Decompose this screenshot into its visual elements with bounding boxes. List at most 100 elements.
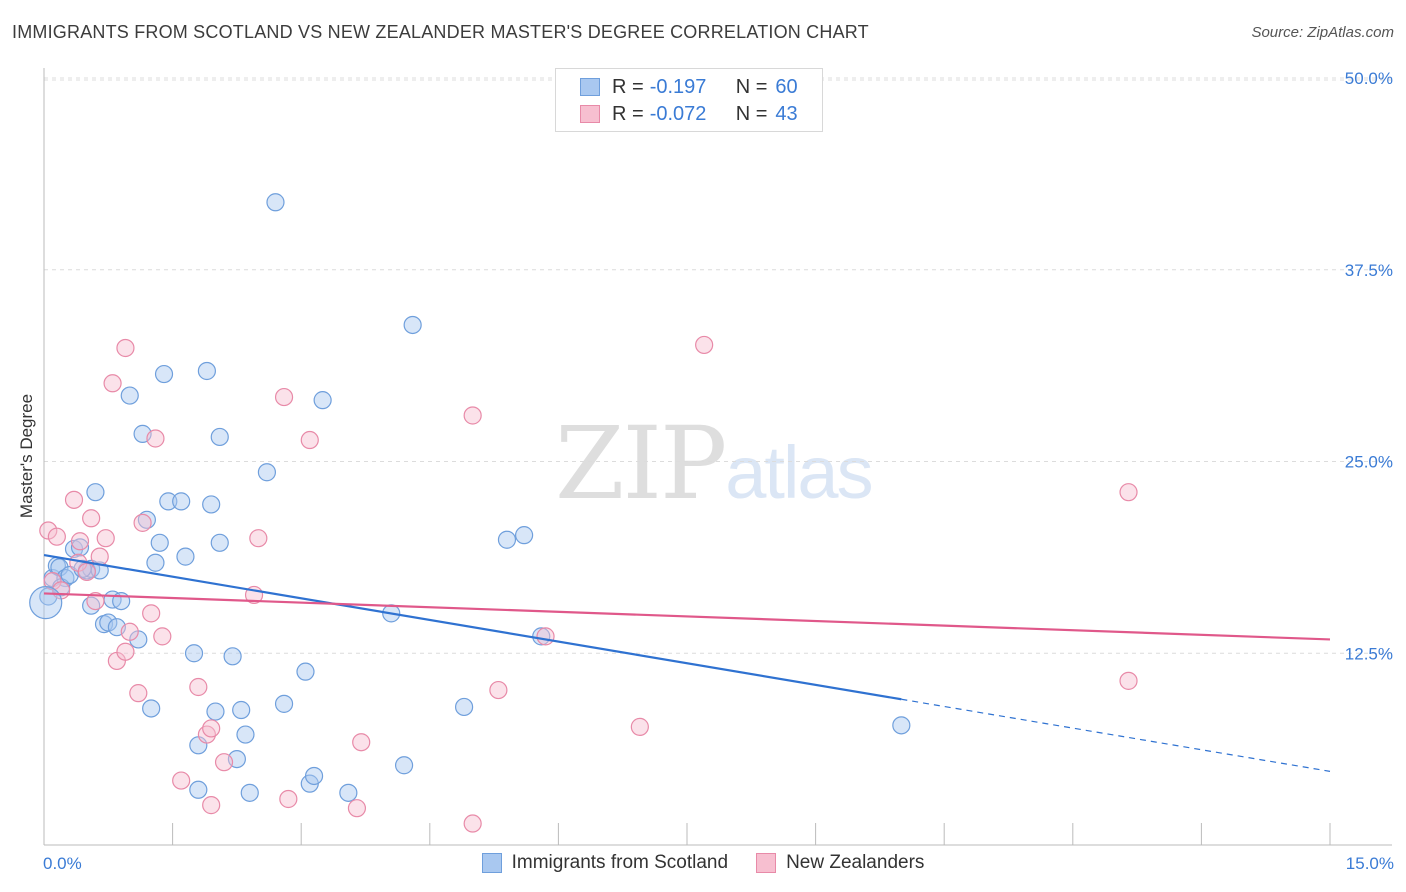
new-zealander-point <box>103 374 122 393</box>
scotland-point <box>296 662 315 681</box>
new-zealander-point <box>695 335 714 355</box>
scotland-point <box>454 697 474 717</box>
scotland-point <box>304 766 324 786</box>
scotland-point <box>176 547 195 566</box>
legend-r-label: R = <box>612 75 644 98</box>
scotland-trend-extension <box>901 698 1331 772</box>
scotland-point <box>266 193 285 212</box>
new-zealander-point <box>214 753 234 772</box>
legend-r-label: R = <box>612 102 644 125</box>
legend-item-new-zealanders[interactable]: New Zealanders <box>756 852 924 874</box>
legend-n-label: N = <box>735 102 768 125</box>
y-tick-label: 37.5% <box>1345 261 1393 280</box>
new-zealander-point <box>279 789 298 809</box>
legend-r-value: -0.197 <box>649 75 707 98</box>
new-zealander-point <box>64 490 84 509</box>
new-zealander-point <box>153 627 172 646</box>
scotland-point <box>29 586 63 620</box>
scotland-point <box>313 391 332 410</box>
legend-n-value: 60 <box>775 75 798 98</box>
legend-n-label: N = <box>735 75 768 98</box>
new-zealander-point <box>189 677 208 697</box>
scotland-point <box>210 533 229 552</box>
new-zealander-trend-line <box>43 592 1331 641</box>
scotland-point <box>184 644 204 663</box>
new-zealander-point <box>172 771 191 790</box>
new-zealander-point <box>86 591 105 611</box>
scotland-point <box>403 315 422 335</box>
series-legend: Immigrants from Scotland New Zealanders <box>0 852 1406 874</box>
scotland-point <box>197 361 216 381</box>
source-label: Source: ZipAtlas.com <box>1251 24 1394 41</box>
new-zealander-point <box>300 430 319 450</box>
new-zealander-point <box>96 529 115 548</box>
legend-label-new-zealanders: New Zealanders <box>786 852 925 873</box>
new-zealander-point <box>142 604 161 623</box>
legend-row-scotland: R = -0.197 N = 60 <box>580 74 798 100</box>
legend-item-scotland[interactable]: Immigrants from Scotland <box>481 852 729 874</box>
scotland-trend-line <box>43 553 902 701</box>
scotland-point <box>257 463 277 482</box>
new-zealander-point <box>133 513 152 532</box>
legend-row-new-zealanders: R = -0.072 N = 43 <box>580 101 798 127</box>
watermark-atlas: atlas <box>725 431 873 514</box>
new-zealander-point <box>463 814 482 833</box>
new-zealander-point <box>352 733 371 752</box>
new-zealander-point <box>116 642 135 661</box>
x-tick-label: 0.0% <box>43 854 82 873</box>
new-zealander-point <box>489 680 508 700</box>
new-zealander-point <box>249 529 268 548</box>
correlation-legend: R = -0.197 N = 60 R = -0.072 N = 43 <box>555 68 823 132</box>
scotland-point <box>172 492 191 511</box>
legend-r-value: -0.072 <box>649 102 707 125</box>
legend-swatch-scotland <box>580 78 600 96</box>
new-zealander-point <box>202 719 221 738</box>
new-zealander-point <box>347 799 367 818</box>
scotland-point <box>202 495 221 514</box>
watermark-zip: ZIP <box>555 405 727 522</box>
legend-label-scotland: Immigrants from Scotland <box>511 852 729 873</box>
y-tick-label: 12.5% <box>1345 644 1393 663</box>
scotland-point <box>240 783 259 802</box>
scotland-point <box>146 553 165 572</box>
scotland-point <box>150 533 169 552</box>
scotland-point <box>206 702 225 721</box>
new-zealander-point <box>274 387 294 407</box>
new-zealander-point <box>70 532 90 551</box>
scotland-point <box>154 364 174 384</box>
legend-swatch-scotland <box>481 853 502 873</box>
legend-n-value: 43 <box>775 102 798 125</box>
scotland-point <box>236 725 255 744</box>
y-tick-label: 25.0% <box>1345 453 1393 472</box>
scotland-point <box>210 427 229 447</box>
legend-swatch-new-zealanders <box>756 853 777 873</box>
scotland-point <box>86 483 105 502</box>
x-tick-label: 15.0% <box>1346 854 1394 873</box>
new-zealander-point <box>129 684 148 703</box>
watermark: ZIPatlas <box>555 405 874 522</box>
new-zealander-point <box>82 509 101 528</box>
new-zealander-point <box>463 406 482 425</box>
new-zealander-point <box>120 622 139 641</box>
scotland-point <box>120 386 139 405</box>
new-zealander-point <box>630 717 649 736</box>
scotland-point <box>232 700 251 720</box>
legend-swatch-new-zealanders <box>580 105 600 123</box>
scotland-point <box>515 526 534 545</box>
new-zealander-point <box>146 429 165 448</box>
new-zealander-point <box>1119 483 1138 502</box>
scotland-point <box>339 783 358 802</box>
scotland-point <box>892 716 911 735</box>
scotland-point <box>159 492 178 511</box>
scotland-point <box>99 613 118 632</box>
new-zealander-point <box>47 527 66 546</box>
scotland-point <box>70 538 90 557</box>
new-zealander-point <box>116 338 135 358</box>
chart-title: IMMIGRANTS FROM SCOTLAND VS NEW ZEALANDE… <box>12 22 869 42</box>
scotland-point <box>189 780 208 799</box>
new-zealander-point <box>77 562 96 582</box>
new-zealander-point <box>202 796 221 815</box>
y-tick-label: 50.0% <box>1345 69 1393 88</box>
new-zealander-point <box>536 627 555 646</box>
